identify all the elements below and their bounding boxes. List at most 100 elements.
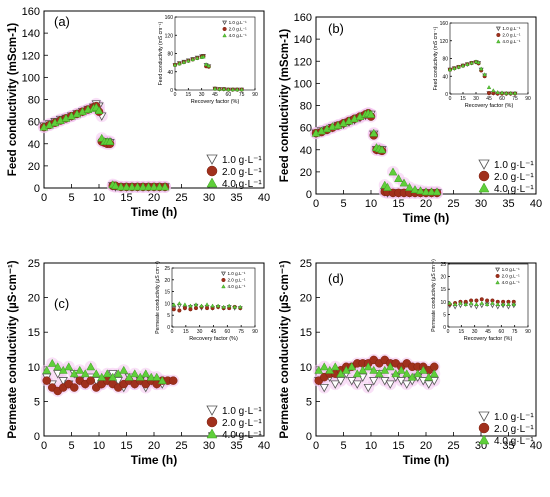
x-tick-label: 40 xyxy=(258,192,270,204)
inset-y-axis-title: Feed conductivity (mS cm⁻¹) xyxy=(433,26,439,90)
panel-label: (b) xyxy=(328,21,344,36)
inset-data-point xyxy=(203,62,209,67)
x-tick-label: 40 xyxy=(530,440,542,452)
x-tick-label: 35 xyxy=(230,192,242,204)
inset-chart: 0 15 30 45 60 75 90 0 40 80 120 160 Recovery factor … xyxy=(433,21,531,109)
y-tick-label: 0 xyxy=(34,183,40,195)
data-point xyxy=(119,365,129,374)
inset-data-point xyxy=(193,302,199,307)
x-tick-label: 0 xyxy=(313,440,319,452)
inset-y-axis-title: Permeate conductivity (µS cm⁻¹) xyxy=(431,259,437,332)
inset-data-point xyxy=(468,300,474,305)
data-point xyxy=(405,182,414,191)
legend-label: 2.0 g·L⁻¹ xyxy=(494,424,534,435)
x-tick-label: 5 xyxy=(68,440,74,452)
data-point xyxy=(366,109,376,118)
data-point xyxy=(53,362,63,371)
inset-y-tick-label: 160 xyxy=(440,21,449,27)
inset-data-point xyxy=(182,302,188,307)
legend-marker xyxy=(206,416,218,428)
inset-data-point xyxy=(463,302,469,307)
data-point xyxy=(424,380,434,389)
inset-y-tick-label: 10 xyxy=(164,301,170,307)
inset-x-tick-label: 15 xyxy=(183,329,189,335)
y-tick-label: 10 xyxy=(300,362,312,374)
x-tick-label: 5 xyxy=(68,192,74,204)
legend-marker xyxy=(478,159,490,170)
inset-legend-marker xyxy=(495,267,501,273)
y-tick-label: 15 xyxy=(28,327,40,339)
inset-x-tick-label: 90 xyxy=(252,92,258,98)
inset-x-tick-label: 45 xyxy=(211,329,217,335)
inset-x-tick-label: 45 xyxy=(485,329,491,335)
inset-x-tick-label: 30 xyxy=(472,329,478,335)
data-point xyxy=(86,362,96,371)
legend-label: 2.0 g·L⁻¹ xyxy=(222,167,262,178)
data-point xyxy=(122,182,131,191)
inset-x-axis-title: Recovery factor (%) xyxy=(189,336,238,342)
x-tick-label: 25 xyxy=(447,198,459,210)
inset-y-tick-label: 0 xyxy=(170,88,173,94)
inset-data-point xyxy=(447,300,453,305)
inset-data-point xyxy=(476,60,481,65)
inset-chart: 0 15 30 45 60 75 90 0 40 80 120 160 Recovery factor … xyxy=(158,15,258,105)
x-tick-label: 25 xyxy=(175,192,187,204)
inset-x-tick-label: 0 xyxy=(171,329,174,335)
y-tick-label: 40 xyxy=(28,139,40,151)
x-tick-label: 5 xyxy=(340,198,346,210)
inset-data-point xyxy=(188,303,193,308)
inset-data-point xyxy=(212,86,218,91)
legend-marker xyxy=(206,177,218,188)
inset-x-tick-label: 90 xyxy=(525,329,531,335)
data-point xyxy=(429,369,439,378)
y-tick-label: 160 xyxy=(294,12,312,24)
inset-legend-label: 4.0 g.L⁻¹ xyxy=(502,39,520,44)
inset-data-point xyxy=(456,64,461,69)
legend-label: 2.0 g·L⁻¹ xyxy=(494,172,534,183)
inset-y-tick-label: 0 xyxy=(167,325,170,331)
x-tick-label: 15 xyxy=(120,192,132,204)
data-point xyxy=(130,369,140,378)
y-tick-label: 5 xyxy=(306,396,312,408)
inset-x-tick-label: 75 xyxy=(512,329,518,335)
legend-marker xyxy=(478,422,490,434)
inset-data-point xyxy=(495,302,501,307)
data-point xyxy=(330,362,340,371)
inset-data-point xyxy=(238,304,243,309)
y-tick-label: 10 xyxy=(28,362,40,374)
inset-plot-frame xyxy=(449,22,529,95)
panel-label: (a) xyxy=(54,14,70,29)
inset-y-tick-label: 15 xyxy=(440,287,446,293)
inset-y-tick-label: 25 xyxy=(440,262,446,268)
inset-y-tick-label: 10 xyxy=(440,300,446,306)
inset-data-point xyxy=(226,303,232,308)
inset-plot-frame xyxy=(447,263,529,328)
data-point xyxy=(64,362,74,371)
x-tick-label: 0 xyxy=(41,192,47,204)
inset-data-point xyxy=(482,72,487,77)
x-tick-label: 40 xyxy=(258,440,270,452)
y-tick-label: 25 xyxy=(300,258,312,270)
inset-data-point xyxy=(447,67,453,72)
inset-chart: 0 15 30 45 60 75 90 0 5 10 15 20 25 Recovery factor (… xyxy=(431,259,531,342)
inset-data-point xyxy=(506,302,511,307)
x-tick-label: 25 xyxy=(447,440,459,452)
data-point xyxy=(102,369,112,378)
inset-data-point xyxy=(495,89,500,94)
data-point xyxy=(330,380,340,389)
x-tick-label: 30 xyxy=(475,198,487,210)
y-tick-label: 15 xyxy=(300,327,312,339)
x-tick-label: 10 xyxy=(365,198,377,210)
data-point xyxy=(385,380,395,389)
inset-y-tick-label: 40 xyxy=(167,70,173,76)
inset-data-point xyxy=(190,57,196,62)
data-point xyxy=(363,383,373,393)
x-tick-label: 5 xyxy=(340,440,346,452)
data-point xyxy=(383,182,392,191)
inset-y-tick-label: 80 xyxy=(442,57,448,63)
data-point xyxy=(427,187,436,196)
x-tick-label: 40 xyxy=(530,198,542,210)
y-axis-title: Permeate conductivity (µS·cm⁻¹) xyxy=(279,260,291,438)
inset-y-tick-label: 20 xyxy=(440,275,446,281)
y-tick-label: 80 xyxy=(300,101,312,113)
